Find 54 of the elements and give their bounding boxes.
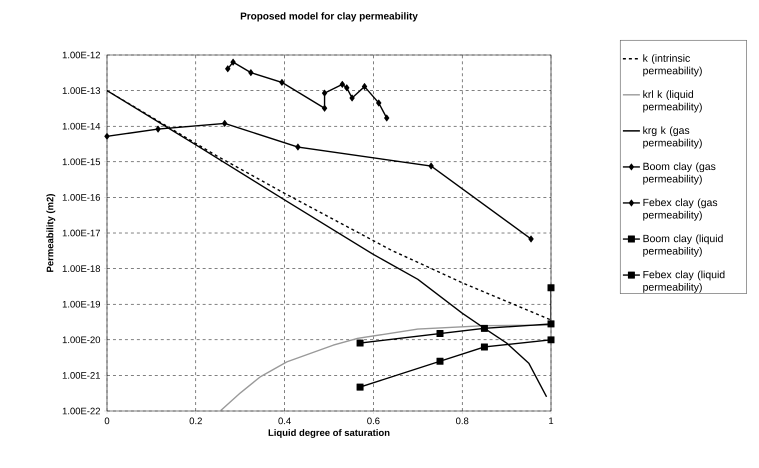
y-tick-label: 1.00E-19 <box>62 300 100 308</box>
point <box>548 336 554 344</box>
y-tick-label: 1.00E-20 <box>62 336 100 344</box>
y-tick-label: 1.00E-15 <box>62 158 100 166</box>
legend-label: Febex clay (liquid permeability) <box>643 270 724 293</box>
x-tick-label: 0.4 <box>278 418 291 424</box>
legend-label: krg k (gas permeability) <box>643 126 702 149</box>
x-tick-label: 0.6 <box>367 418 380 424</box>
point <box>376 99 382 106</box>
point <box>356 340 364 347</box>
point <box>248 69 254 76</box>
point <box>548 320 554 328</box>
point <box>480 343 488 350</box>
x-tick-label: 0.8 <box>456 418 468 424</box>
point <box>322 104 328 112</box>
point <box>344 84 350 92</box>
y-tick-label: 1.00E-22 <box>62 408 100 414</box>
y-tick-label: 1.00E-18 <box>62 265 100 272</box>
y-tick-label: 1.00E-17 <box>62 230 100 236</box>
point <box>480 324 488 332</box>
point <box>548 284 554 292</box>
point <box>428 162 434 170</box>
chart-title: Proposed model for clay permeability <box>240 12 418 22</box>
legend-label: Boom clay (liquid permeability) <box>643 234 723 257</box>
legend-label: k (intrinsic permeability) <box>643 54 702 76</box>
y-tick-label: 1.00E-12 <box>62 52 100 58</box>
y-axis-title: Permeability (m2) <box>46 194 56 272</box>
point <box>436 330 444 338</box>
x-tick-label: 0 <box>104 418 110 424</box>
y-tick-label: 1.00E-21 <box>62 372 100 379</box>
point <box>340 80 346 88</box>
legend-label: krl k (liquid permeability) <box>643 90 702 112</box>
point <box>362 83 368 90</box>
point <box>528 235 534 242</box>
point <box>279 78 285 86</box>
point <box>384 114 390 122</box>
point <box>322 90 328 97</box>
point <box>222 120 228 127</box>
legend-label: Febex clay (gas permeability) <box>643 198 718 221</box>
y-tick-label: 1.00E-14 <box>62 122 100 130</box>
point <box>104 132 110 140</box>
point <box>225 65 230 72</box>
x-axis-title: Liquid degree of saturation <box>268 429 390 438</box>
point <box>295 144 301 151</box>
y-tick-label: 1.00E-16 <box>62 194 100 201</box>
x-tick-label: 0.2 <box>190 418 202 424</box>
point <box>356 384 364 391</box>
legend-label: Boom clay (gas permeability) <box>643 162 716 185</box>
x-tick-label: 1 <box>549 418 554 424</box>
y-tick-label: 1.00E-13 <box>62 87 100 94</box>
point <box>436 358 444 365</box>
point <box>230 58 236 66</box>
point <box>155 126 161 133</box>
point <box>349 94 355 102</box>
